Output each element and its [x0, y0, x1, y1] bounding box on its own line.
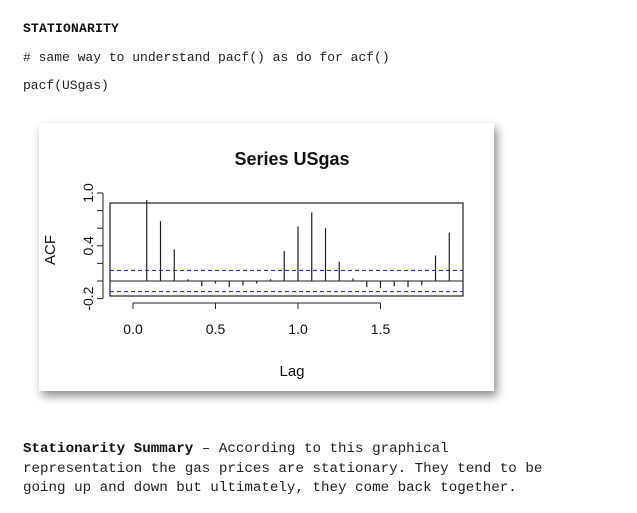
summary-line-3: going up and down but ultimately, they c…: [23, 480, 517, 496]
x-tick-label: 1.5: [371, 321, 391, 337]
section-heading: STATIONARITY: [23, 21, 120, 36]
summary-line-1: – According to this graphical: [193, 441, 449, 457]
y-tick-label: -0.2: [80, 286, 96, 310]
y-axis-label: ACF: [42, 235, 59, 265]
summary-line-2: representation the gas prices are statio…: [23, 460, 543, 477]
code-comment: # same way to understand pacf() as do fo…: [23, 50, 390, 65]
x-tick-label: 0.5: [206, 321, 226, 337]
y-tick-label: 0.4: [80, 236, 96, 256]
code-call: pacf(USgas): [23, 78, 109, 93]
pacf-chart-figure: Series USgas 0.0 0.5 1.0 1.5 -0.2 0.4 1.0 Lag …: [39, 123, 494, 391]
x-tick-label: 0.0: [123, 321, 143, 337]
y-tick-label: 1.0: [80, 183, 96, 203]
x-axis-label: Lag: [279, 363, 304, 380]
chart-title: Series USgas: [234, 149, 349, 169]
summary-title: Stationarity Summary: [23, 441, 194, 457]
x-tick-label: 1.0: [288, 321, 308, 337]
plot-area-frame: [109, 202, 464, 297]
pacf-chart: Series USgas 0.0 0.5 1.0 1.5-0.20.41.0 Lag …: [42, 149, 464, 380]
stationarity-summary: Stationarity Summary – According to this…: [23, 440, 623, 499]
